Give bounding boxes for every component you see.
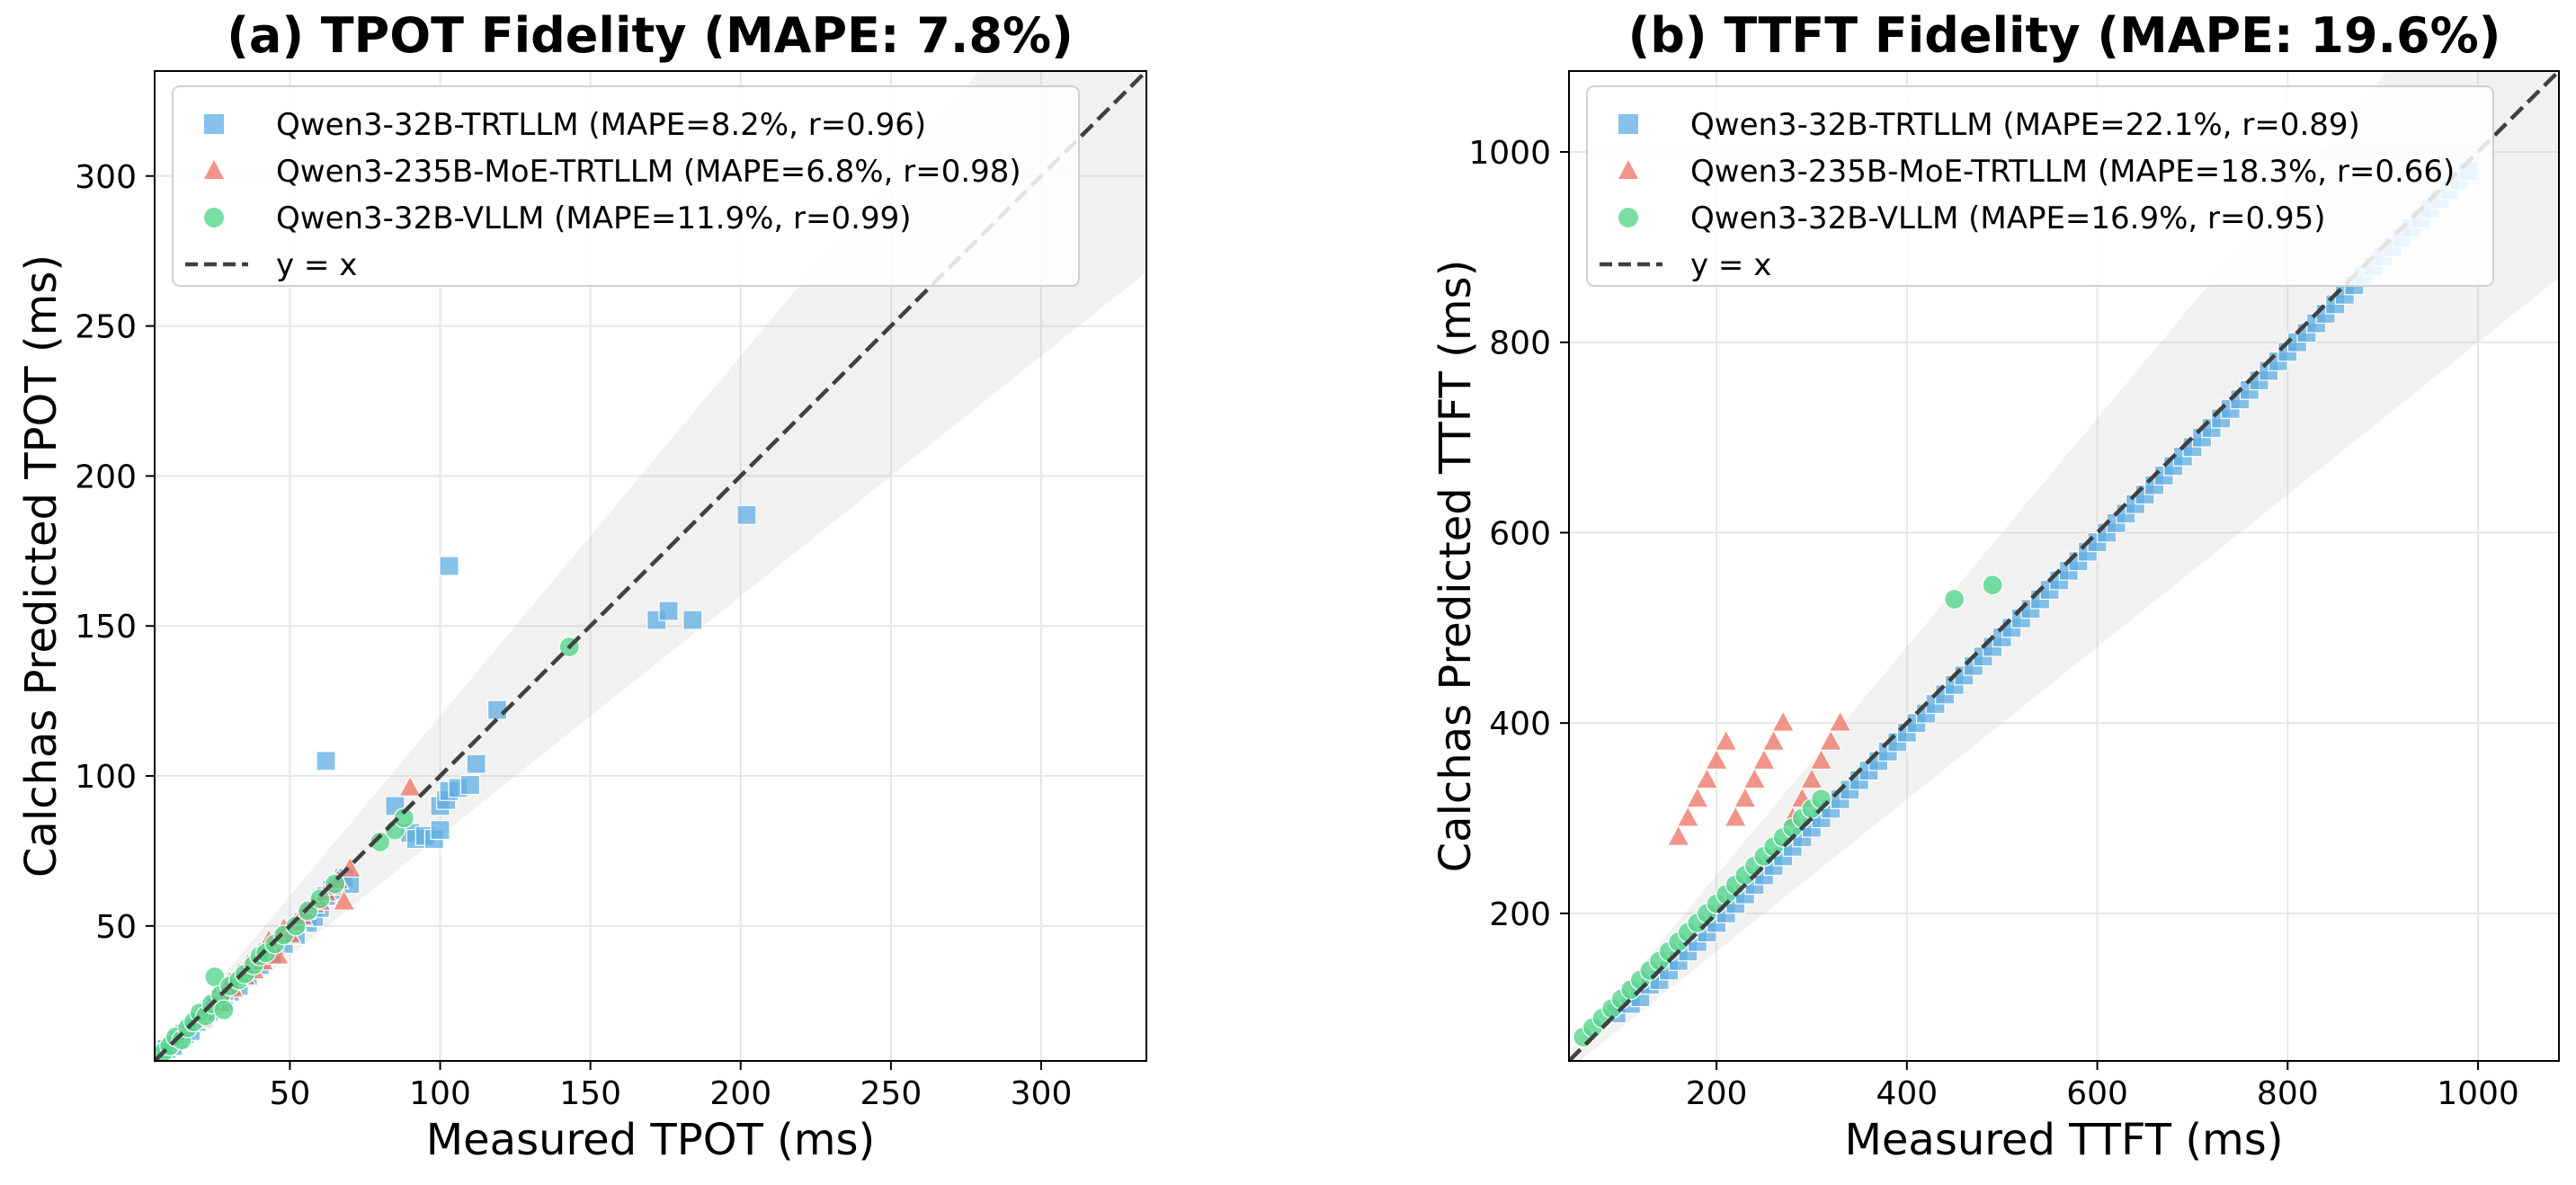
panel-a: 50 100 150 200 250 300 50 100 150 200 250 300 (a) TP…	[16, 7, 1147, 1165]
x-tick-label: 1000	[2437, 1075, 2519, 1112]
x-tick-label: 250	[860, 1075, 923, 1112]
plot-area	[155, 71, 1146, 1061]
y-tick-label: 250	[75, 309, 137, 346]
data-point-square	[466, 753, 486, 774]
y-tick-label: 300	[75, 159, 137, 196]
axes-frame	[1568, 70, 2560, 1062]
legend-identity-label: y = x	[276, 247, 357, 283]
data-point-circle	[213, 999, 235, 1020]
legend-frame	[1586, 85, 2494, 287]
series-2	[155, 636, 580, 1061]
data-point-square	[682, 610, 703, 630]
data-point-triangle	[1828, 709, 1852, 732]
legend: Qwen3-32B-TRTLLM (MAPE=22.1%, r=0.89) Qwe…	[1586, 85, 2494, 287]
data-point-circle	[1982, 575, 2003, 596]
x-axis-label: Measured TTFT (ms)	[1844, 1115, 2283, 1165]
data-point-triangle	[398, 775, 423, 797]
data-point-circle	[393, 807, 415, 829]
data-point-circle	[285, 915, 307, 937]
x-tick-label: 150	[559, 1075, 621, 1112]
legend-marker-triangle	[1618, 160, 1638, 179]
y-tick-label: 400	[1489, 706, 1551, 743]
data-point-triangle	[1752, 748, 1777, 771]
legend-marker-square	[204, 114, 224, 134]
x-tick-label: 800	[2257, 1075, 2319, 1112]
x-tick-label: 200	[709, 1075, 771, 1112]
data-point-circle	[309, 888, 331, 910]
data-point-triangle	[1676, 805, 1700, 827]
y-tick-label: 200	[75, 459, 137, 495]
legend-label: Qwen3-32B-VLLM (MAPE=16.9%, r=0.95)	[1690, 200, 2325, 236]
data-point-triangle	[1705, 748, 1729, 771]
data-point-square	[658, 601, 679, 621]
data-point-circle	[324, 873, 346, 895]
legend-label: Qwen3-32B-VLLM (MAPE=11.9%, r=0.99)	[276, 200, 911, 236]
legend: Qwen3-32B-TRTLLM (MAPE=8.2%, r=0.96) Qwen…	[172, 85, 1080, 287]
legend-identity-label: y = x	[1690, 247, 1771, 283]
legend-marker-circle	[1618, 208, 1638, 227]
legend-marker-triangle	[204, 160, 224, 179]
y-tick-label: 50	[95, 909, 137, 946]
x-tick-label: 200	[1686, 1075, 1748, 1112]
data-point-triangle	[1733, 786, 1757, 808]
legend-marker-square	[1618, 114, 1638, 134]
chart-title: (a) TPOT Fidelity (MAPE: 7.8%)	[227, 7, 1074, 64]
legend-label: Qwen3-32B-TRTLLM (MAPE=8.2%, r=0.96)	[276, 107, 926, 143]
legend-label: Qwen3-235B-MoE-TRTLLM (MAPE=18.3%, r=0.6…	[1690, 154, 2455, 190]
data-point-square	[439, 556, 459, 576]
data-point-square	[430, 819, 450, 841]
y-tick-label: 100	[75, 759, 137, 796]
y-tick-label: 1000	[1468, 135, 1551, 172]
data-point-triangle	[1714, 729, 1738, 751]
legend-label: Qwen3-32B-TRTLLM (MAPE=22.1%, r=0.89)	[1690, 107, 2360, 143]
x-tick-label: 100	[409, 1075, 471, 1112]
data-point-triangle	[332, 888, 356, 911]
y-tick-label: 200	[1489, 896, 1551, 933]
data-point-square	[736, 504, 757, 525]
data-point-triangle	[1666, 824, 1690, 846]
x-tick-label: 50	[270, 1075, 311, 1112]
data-point-triangle	[1809, 748, 1833, 771]
series-1	[1666, 709, 1852, 846]
data-point-square	[316, 751, 336, 771]
y-axis-label: Calchas Predicted TPOT (ms)	[16, 254, 67, 878]
y-tick-label: 800	[1489, 325, 1551, 362]
data-point-triangle	[1695, 767, 1719, 789]
panel-b: 200 400 600 800 1000 200 400 600 800 1000 (b) TTFT…	[1431, 7, 2560, 1165]
y-tick-label: 150	[75, 609, 137, 646]
y-axis-label: Calchas Predicted TTFT (ms)	[1431, 260, 1481, 873]
data-point-triangle	[1743, 767, 1767, 789]
data-point-circle	[370, 831, 391, 853]
data-point-circle	[1944, 588, 1965, 610]
data-point-triangle	[1799, 767, 1823, 789]
legend-marker-circle	[204, 208, 224, 227]
x-tick-label: 400	[1876, 1075, 1938, 1112]
data-point-square	[459, 774, 481, 796]
y-tick-label: 600	[1489, 515, 1551, 552]
data-point-triangle	[1724, 805, 1748, 827]
chart-title: (b) TTFT Fidelity (MAPE: 19.6%)	[1628, 7, 2501, 64]
data-point-triangle	[1771, 709, 1796, 732]
x-axis-label: Measured TPOT (ms)	[426, 1115, 876, 1165]
plot-area	[1569, 71, 2559, 1061]
data-point-triangle	[1819, 729, 1843, 751]
x-tick-label: 300	[1011, 1075, 1073, 1112]
axes-frame	[154, 70, 1147, 1062]
data-point-triangle	[1685, 786, 1709, 808]
data-point-triangle	[1761, 729, 1786, 751]
legend-label: Qwen3-235B-MoE-TRTLLM (MAPE=6.8%, r=0.98…	[276, 154, 1021, 190]
x-tick-label: 600	[2066, 1075, 2128, 1112]
legend-frame	[172, 85, 1080, 287]
